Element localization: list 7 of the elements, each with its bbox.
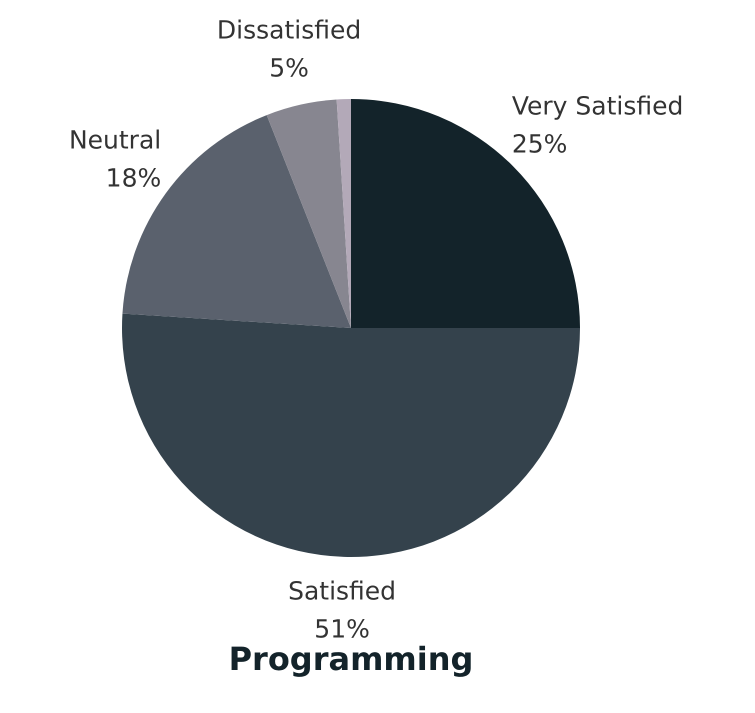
slice-label: Very Satisfied bbox=[512, 92, 684, 121]
slice-label: Dissatisfied bbox=[216, 15, 362, 44]
slice-label: Neutral bbox=[68, 126, 162, 155]
slice-label: Satisfied bbox=[288, 576, 396, 606]
data-label: 25% bbox=[512, 130, 568, 159]
data-label: 5% bbox=[269, 53, 309, 82]
data-label: 18% bbox=[106, 164, 162, 193]
